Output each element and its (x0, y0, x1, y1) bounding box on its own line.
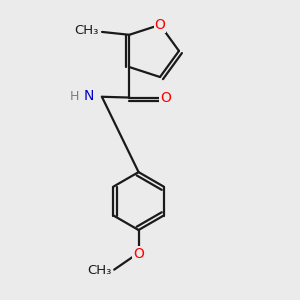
Text: CH₃: CH₃ (87, 264, 111, 277)
Text: O: O (154, 18, 165, 32)
Text: O: O (160, 91, 171, 104)
Text: H: H (70, 89, 79, 103)
Text: CH₃: CH₃ (75, 24, 99, 37)
Text: N: N (84, 89, 94, 103)
Text: O: O (133, 247, 144, 261)
